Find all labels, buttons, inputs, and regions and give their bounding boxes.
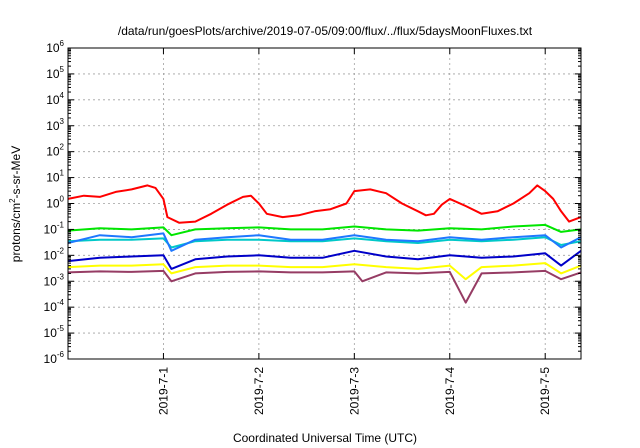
tick-marks (68, 47, 581, 360)
y-tick-label: 103 (46, 117, 64, 133)
chart-title: /data/run/goesPlots/archive/2019-07-05/0… (118, 24, 533, 38)
series-line-3 (67, 236, 582, 249)
y-axis-title-suffix: -s-sr-MeV (9, 146, 23, 199)
y-tick-labels: 10-6 10-5 10-4 10-3 10-2 10-1 100 101 102 103 104 1… (44, 39, 65, 366)
y-tick-label: 10-3 (44, 272, 65, 288)
y-axis-title: protons/cm2-s-sr-MeV (8, 146, 23, 262)
x-tick-label: 2019-7-2 (252, 367, 266, 415)
x-tick-label: 2019-7-4 (443, 367, 457, 415)
x-tick-labels: 2019-7-1 2019-7-2 2019-7-3 2019-7-4 2019-7-5 (156, 367, 552, 415)
x-tick-label: 2019-7-1 (156, 367, 170, 415)
y-tick-label: 100 (46, 195, 64, 211)
y-tick-label: 10-5 (44, 324, 65, 340)
y-axis-title-prefix: protons/cm (9, 203, 23, 262)
y-tick-label: 10-2 (44, 246, 65, 262)
y-tick-label: 10-1 (44, 220, 65, 236)
series-lines (67, 184, 582, 304)
x-tick-label: 2019-7-5 (538, 367, 552, 415)
x-axis-title: Coordinated Universal Time (UTC) (233, 431, 417, 445)
y-tick-label: 106 (46, 39, 64, 55)
x-tick-label: 2019-7-3 (347, 367, 361, 415)
y-tick-label: 101 (46, 169, 64, 185)
series-line-2 (67, 223, 582, 237)
y-tick-label: 102 (46, 143, 64, 159)
series-line-1 (67, 184, 582, 224)
series-line-5 (67, 249, 582, 270)
y-tick-label: 104 (46, 91, 64, 107)
y-tick-label: 105 (46, 65, 64, 81)
grid (68, 48, 581, 359)
series-line-4 (67, 232, 582, 252)
y-tick-label: 10-4 (44, 298, 65, 314)
series-line-7 (67, 269, 582, 304)
y-axis-title-superscript: 2 (8, 198, 17, 203)
series-line-6 (67, 262, 582, 281)
y-tick-label: 10-6 (44, 350, 65, 366)
